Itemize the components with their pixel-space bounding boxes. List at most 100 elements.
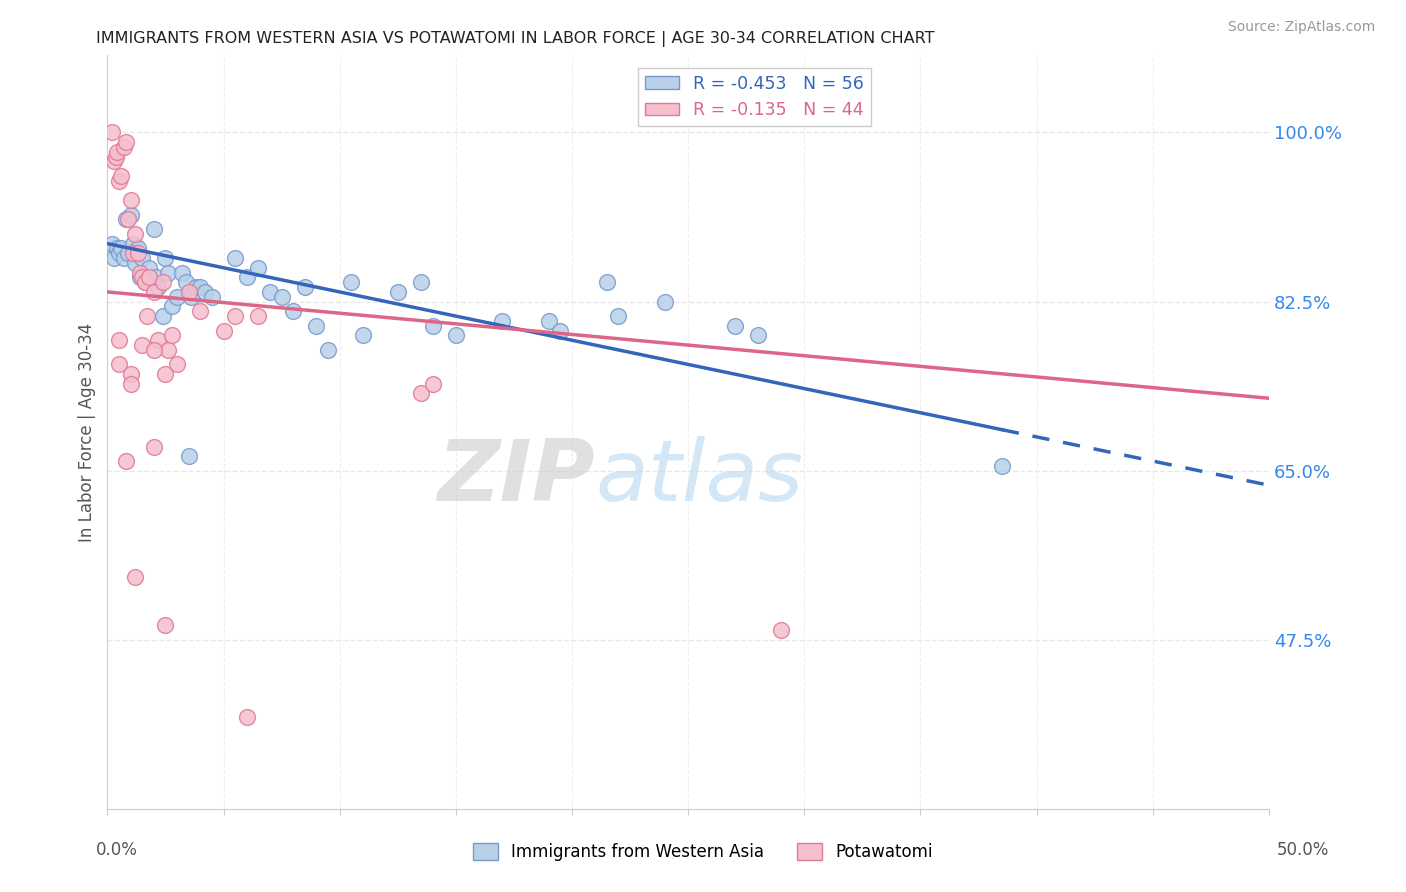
Point: [654, 294, 676, 309]
Point: [990, 458, 1012, 473]
Point: [422, 318, 444, 333]
Point: [129, 266, 152, 280]
Point: [607, 309, 630, 323]
Point: [247, 309, 270, 323]
Text: 0.0%: 0.0%: [96, 840, 138, 858]
Point: [155, 251, 177, 265]
Point: [177, 449, 200, 463]
Point: [550, 324, 572, 338]
Point: [101, 236, 124, 251]
Point: [247, 260, 270, 275]
Point: [156, 266, 179, 280]
Point: [596, 275, 619, 289]
Point: [387, 285, 409, 299]
Point: [134, 275, 156, 289]
Point: [188, 304, 211, 318]
Point: [104, 150, 127, 164]
Point: [120, 208, 142, 222]
Point: [142, 222, 165, 236]
Text: Source: ZipAtlas.com: Source: ZipAtlas.com: [1227, 20, 1375, 34]
Point: [148, 333, 170, 347]
Point: [127, 242, 149, 256]
Text: IMMIGRANTS FROM WESTERN ASIA VS POTAWATOMI IN LABOR FORCE | AGE 30-34 CORRELATIO: IMMIGRANTS FROM WESTERN ASIA VS POTAWATO…: [96, 31, 934, 47]
Point: [770, 624, 793, 638]
Point: [294, 280, 316, 294]
Point: [103, 251, 125, 265]
Point: [108, 358, 131, 372]
Text: ZIP: ZIP: [437, 436, 595, 519]
Point: [166, 290, 188, 304]
Point: [131, 270, 153, 285]
Point: [142, 285, 165, 299]
Point: [112, 251, 135, 265]
Point: [409, 386, 432, 401]
Point: [444, 328, 467, 343]
Point: [422, 376, 444, 391]
Point: [340, 275, 363, 289]
Point: [155, 618, 177, 632]
Point: [131, 251, 153, 265]
Point: [212, 324, 235, 338]
Point: [142, 343, 165, 357]
Point: [236, 710, 259, 724]
Point: [491, 314, 513, 328]
Point: [188, 280, 211, 294]
Point: [105, 242, 128, 256]
Text: atlas: atlas: [595, 436, 803, 519]
Point: [124, 256, 146, 270]
Point: [117, 246, 139, 260]
Point: [201, 290, 224, 304]
Point: [124, 227, 146, 241]
Point: [115, 135, 138, 149]
Point: [352, 328, 374, 343]
Point: [124, 570, 146, 584]
Point: [152, 309, 174, 323]
Point: [101, 125, 124, 139]
Point: [162, 300, 184, 314]
Point: [155, 367, 177, 381]
Point: [305, 318, 328, 333]
Point: [108, 246, 131, 260]
Point: [120, 193, 142, 207]
Point: [170, 266, 193, 280]
Point: [108, 333, 131, 347]
Point: [148, 280, 170, 294]
Point: [152, 275, 174, 289]
Point: [108, 174, 131, 188]
Point: [103, 154, 125, 169]
Point: [112, 140, 135, 154]
Point: [122, 246, 145, 260]
Point: [145, 270, 167, 285]
Point: [134, 275, 156, 289]
Point: [120, 376, 142, 391]
Point: [110, 242, 132, 256]
Point: [283, 304, 305, 318]
Point: [129, 270, 152, 285]
Point: [224, 251, 246, 265]
Point: [177, 285, 200, 299]
Point: [409, 275, 432, 289]
Text: 50.0%: 50.0%: [1277, 840, 1329, 858]
Point: [138, 260, 160, 275]
Point: [166, 358, 188, 372]
Point: [259, 285, 281, 299]
Point: [122, 236, 145, 251]
Point: [194, 285, 217, 299]
Point: [115, 454, 138, 468]
Point: [142, 440, 165, 454]
Point: [180, 290, 202, 304]
Point: [236, 270, 259, 285]
Legend: R = -0.453   N = 56, R = -0.135   N = 44: R = -0.453 N = 56, R = -0.135 N = 44: [638, 68, 872, 126]
Point: [723, 318, 745, 333]
Point: [747, 328, 769, 343]
Point: [110, 169, 132, 183]
Point: [224, 309, 246, 323]
Point: [135, 309, 157, 323]
Point: [105, 145, 128, 159]
Point: [270, 290, 292, 304]
Point: [316, 343, 339, 357]
Legend: Immigrants from Western Asia, Potawatomi: Immigrants from Western Asia, Potawatomi: [465, 836, 941, 868]
Y-axis label: In Labor Force | Age 30-34: In Labor Force | Age 30-34: [79, 322, 96, 541]
Point: [176, 275, 198, 289]
Point: [120, 367, 142, 381]
